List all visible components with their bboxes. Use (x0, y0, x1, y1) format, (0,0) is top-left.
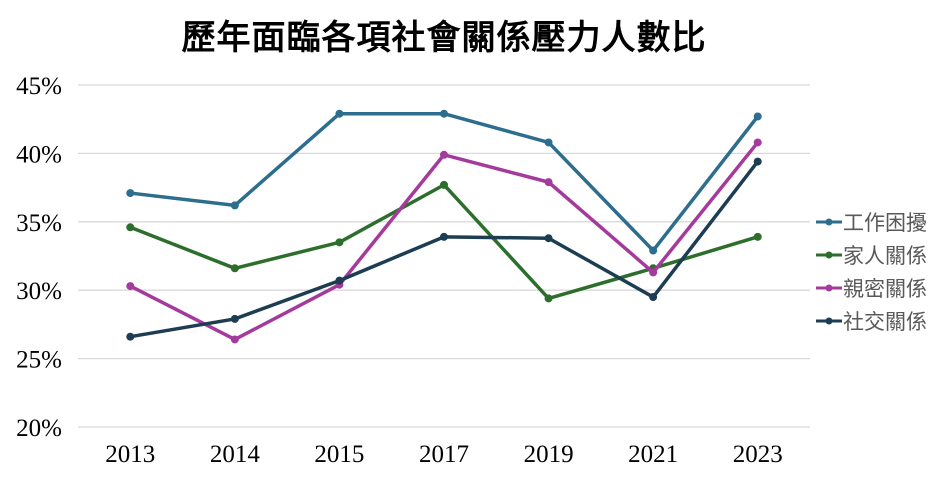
data-point-marker (230, 314, 239, 323)
data-point-marker (649, 246, 658, 255)
legend-label: 社交關係 (843, 309, 927, 334)
x-axis-tick-label: 2014 (210, 441, 261, 468)
y-axis-tick-label: 30% (16, 278, 62, 305)
data-point-marker (126, 223, 135, 232)
data-point-marker (544, 234, 553, 243)
data-point-marker (335, 109, 344, 118)
x-axis-tick-label: 2023 (733, 441, 783, 468)
data-point-marker (649, 293, 658, 302)
data-point-marker (230, 264, 239, 273)
data-point-marker (126, 332, 135, 341)
x-axis-tick-label: 2015 (314, 441, 364, 468)
data-point-marker (126, 282, 135, 291)
data-point-marker (544, 138, 553, 147)
chart-legend: 工作困擾家人關係親密關係社交關係 (816, 205, 927, 337)
data-point-marker (126, 189, 135, 198)
legend-label: 親密關係 (843, 276, 927, 301)
data-point-marker (753, 138, 762, 147)
data-point-marker (440, 109, 448, 118)
data-point-marker (649, 268, 658, 277)
data-point-marker (440, 232, 448, 241)
chart-title: 歷年面臨各項社會關係壓力人數比 (181, 20, 707, 57)
legend-line-marker-icon (816, 251, 842, 258)
legend-line-marker-icon (816, 317, 842, 324)
data-point-marker (335, 276, 344, 285)
legend-entry-3: 社交關係 (816, 304, 927, 337)
data-point-marker (544, 294, 553, 303)
y-axis-tick-label: 20% (16, 415, 62, 442)
legend-line-marker-icon (816, 218, 842, 225)
data-point-marker (753, 112, 762, 121)
data-point-marker (440, 180, 448, 189)
x-axis-tick-label: 2017 (419, 441, 469, 468)
data-point-marker (440, 150, 448, 159)
legend-entry-0: 工作困擾 (816, 205, 927, 238)
data-point-marker (335, 238, 344, 247)
x-axis-tick-label: 2019 (524, 441, 574, 468)
y-axis-tick-label: 45% (16, 73, 62, 100)
data-point-marker (753, 232, 762, 241)
y-axis-tick-label: 25% (16, 347, 62, 374)
data-point-marker (753, 157, 762, 166)
legend-line-marker-icon (816, 284, 842, 291)
legend-label: 家人關係 (843, 243, 927, 268)
legend-entry-2: 親密關係 (816, 271, 927, 304)
y-axis-tick-label: 40% (16, 141, 62, 168)
legend-label: 工作困擾 (843, 210, 927, 235)
data-point-marker (230, 335, 239, 344)
x-axis-tick-label: 2021 (628, 441, 678, 468)
series-line-2 (128, 140, 760, 342)
data-point-marker (230, 201, 239, 210)
x-axis-tick-label: 2013 (105, 441, 155, 468)
y-axis-tick-label: 35% (16, 210, 62, 237)
legend-entry-1: 家人關係 (816, 238, 927, 271)
data-point-marker (544, 178, 553, 187)
